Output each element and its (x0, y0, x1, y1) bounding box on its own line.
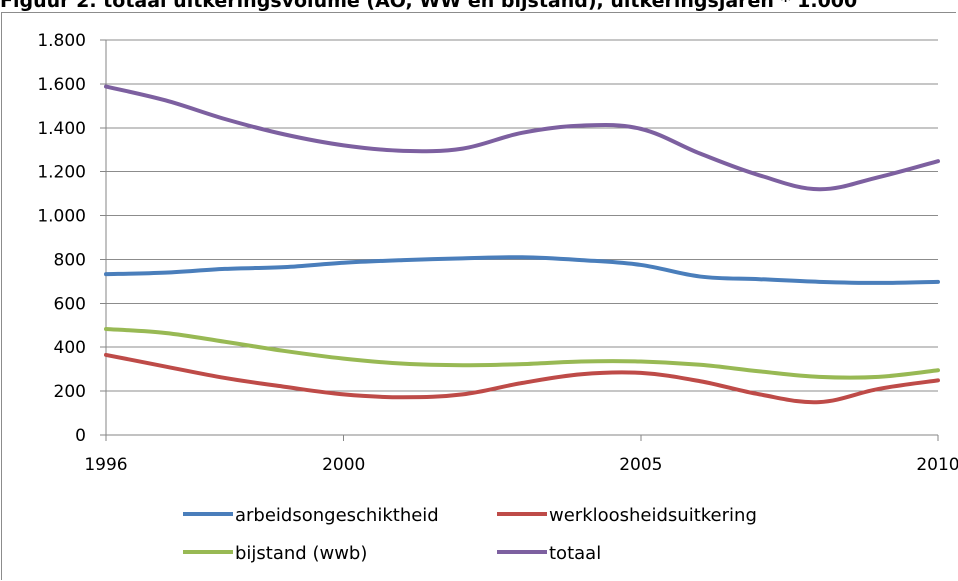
legend-item: bijstand (wwb) (183, 543, 367, 564)
chart-title: Figuur 2. totaal uitkeringsvolume (AO, W… (0, 0, 858, 12)
legend-label: totaal (549, 543, 601, 564)
legend-label: bijstand (wwb) (235, 543, 367, 564)
y-tick-label: 1.800 (37, 31, 86, 51)
series-line-totaal (104, 84, 940, 192)
y-tick-label: 200 (54, 382, 86, 402)
axis-layer: 0 200 400 600 800 1.000 1.200 1.400 1.600 1.800 19… (37, 31, 958, 475)
y-tick-label: 0 (75, 426, 86, 446)
x-tick-label: 2000 (322, 455, 365, 475)
series-line-arbeidsongeschiktheid (104, 255, 940, 285)
x-tick-label: 2005 (619, 455, 662, 475)
y-tick-label: 800 (54, 250, 86, 270)
x-tick-label: 1996 (84, 455, 127, 475)
legend-item: werkloosheidsuitkering (497, 505, 757, 526)
y-tick-label: 1.000 (37, 207, 86, 227)
x-tick-label: 2010 (916, 455, 958, 475)
series-layer (104, 84, 940, 405)
series-line-bijstand-wwb- (104, 327, 940, 380)
legend-layer: arbeidsongeschiktheid werkloosheidsuitker… (183, 505, 757, 564)
grid-layer (106, 39, 938, 436)
legend-label: werkloosheidsuitkering (549, 505, 757, 526)
y-tick-label: 400 (54, 338, 86, 358)
legend-item: arbeidsongeschiktheid (183, 505, 439, 526)
chart-border (1, 12, 956, 580)
y-tick-label: 1.600 (37, 75, 86, 95)
y-tick-label: 1.200 (37, 163, 86, 183)
legend-label: arbeidsongeschiktheid (235, 505, 439, 526)
legend-item: totaal (497, 543, 601, 564)
series-line-werkloosheidsuitkering (104, 352, 940, 405)
y-tick-label: 600 (54, 294, 86, 314)
y-tick-label: 1.400 (37, 119, 86, 139)
